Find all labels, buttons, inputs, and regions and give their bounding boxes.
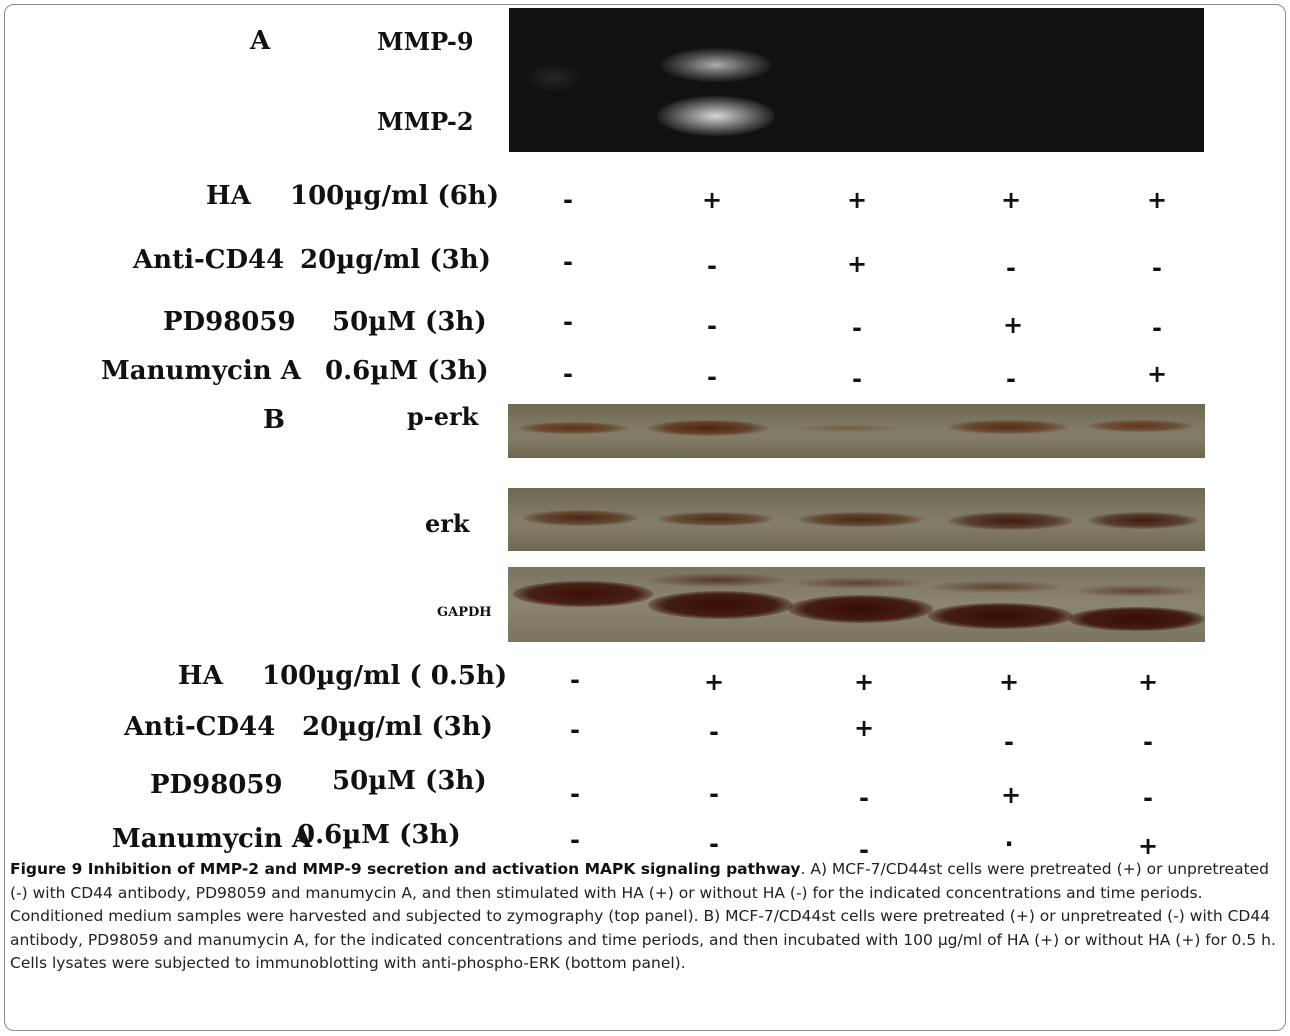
p-erk-band-3 [798, 424, 898, 432]
sign-a-cd44-1: - [563, 248, 573, 276]
blot-label-p-erk: p-erk [407, 402, 479, 431]
condition-b-label-manumycin: Manumycin A [112, 824, 312, 854]
sign-b-ha-5: + [1137, 668, 1159, 696]
sign-b-pd-2: - [709, 780, 719, 808]
condition-b-dose-anti-cd44: 20µg/ml (3h) [302, 712, 493, 742]
sign-b-cd44-1: - [570, 716, 580, 744]
condition-dose-ha: 100µg/ml (6h) [290, 181, 500, 211]
mmp9-band [661, 48, 771, 82]
sign-b-ha-1: - [570, 666, 580, 694]
sign-a-cd44-3: + [846, 250, 868, 278]
gapdh-band-3 [788, 595, 933, 623]
gapdh-band-4 [928, 603, 1073, 629]
condition-label-manumycin: Manumycin A [101, 356, 301, 386]
p-erk-blot [508, 404, 1205, 458]
sign-b-pd-4: + [1000, 781, 1022, 809]
sign-a-ha-4: + [1000, 186, 1022, 214]
condition-dose-manumycin: 0.6µM (3h) [325, 356, 489, 386]
sign-a-pd-4: + [1002, 311, 1024, 339]
sign-a-ha-2: + [701, 186, 723, 214]
sign-b-ha-3: + [853, 668, 875, 696]
condition-b-label-anti-cd44: Anti-CD44 [124, 712, 276, 742]
condition-label-ha: HA [206, 181, 251, 211]
sign-a-pd-1: - [563, 308, 573, 336]
sign-a-man-3: - [852, 365, 862, 393]
panel-a-letter: A [250, 26, 271, 56]
p-erk-band-1 [518, 422, 628, 434]
condition-dose-anti-cd44: 20µg/ml (3h) [300, 245, 491, 275]
gapdh-band-1 [513, 581, 653, 607]
sign-a-man-5: + [1146, 360, 1168, 388]
erk-band-1 [523, 510, 638, 526]
sign-b-ha-4: + [998, 668, 1020, 696]
sign-a-man-1: - [563, 360, 573, 388]
band-label-mmp9: MMP-9 [377, 27, 474, 56]
condition-b-dose-ha: 100µg/ml ( 0.5h) [262, 661, 508, 691]
sign-b-pd-3: - [859, 784, 869, 812]
figure-frame [4, 4, 1286, 1031]
gapdh-band-4-upper [928, 581, 1063, 593]
p-erk-band-5 [1088, 420, 1193, 432]
gapdh-band-3-upper [793, 577, 923, 589]
sign-b-man-1: - [570, 826, 580, 854]
gapdh-band-2-upper [648, 573, 788, 587]
sign-b-cd44-3: + [853, 714, 875, 742]
gapdh-band-5 [1068, 607, 1205, 631]
sign-a-cd44-2: - [707, 252, 717, 280]
sign-a-man-4: - [1006, 365, 1016, 393]
sign-a-pd-5: - [1152, 314, 1162, 342]
band-label-mmp2: MMP-2 [377, 107, 474, 136]
sign-b-man-3: - [859, 836, 869, 864]
sign-a-pd-3: - [852, 314, 862, 342]
condition-b-dose-pd98059: 50µM (3h) [332, 766, 487, 796]
sign-b-cd44-2: - [709, 718, 719, 746]
erk-band-3 [798, 512, 923, 527]
p-erk-band-2 [648, 420, 768, 436]
sign-a-pd-2: - [707, 312, 717, 340]
sign-a-ha-3: + [846, 186, 868, 214]
sign-b-pd-1: - [570, 780, 580, 808]
gapdh-blot [508, 567, 1205, 642]
condition-b-label-ha: HA [178, 661, 223, 691]
condition-label-pd98059: PD98059 [163, 307, 296, 337]
sign-a-cd44-4: - [1006, 254, 1016, 282]
sign-b-man-5: + [1137, 832, 1159, 860]
blot-label-gapdh: GAPDH [437, 605, 492, 620]
sign-a-ha-5: + [1146, 186, 1168, 214]
gapdh-band-2 [648, 591, 793, 619]
sign-b-man-4: . [1004, 824, 1014, 852]
sign-a-man-2: - [707, 363, 717, 391]
erk-blot [508, 488, 1205, 551]
caption-text: . A) MCF-7/CD44st cells were pretreated … [10, 860, 1276, 972]
erk-band-2 [658, 512, 773, 526]
zymography-blot [509, 8, 1204, 152]
sign-b-cd44-5: - [1143, 728, 1153, 756]
erk-band-5 [1088, 512, 1198, 529]
sign-a-ha-1: - [563, 186, 573, 214]
panel-b-letter: B [263, 405, 285, 435]
caption-title: Figure 9 Inhibition of MMP-2 and MMP-9 s… [10, 860, 801, 878]
condition-b-dose-manumycin: 0.6µM (3h) [297, 820, 461, 850]
sign-b-cd44-4: - [1004, 728, 1014, 756]
condition-label-anti-cd44: Anti-CD44 [133, 245, 285, 275]
figure-caption: Figure 9 Inhibition of MMP-2 and MMP-9 s… [10, 858, 1278, 976]
gapdh-band-5-upper [1073, 585, 1198, 597]
sign-a-cd44-5: - [1152, 254, 1162, 282]
p-erk-band-4 [948, 420, 1068, 434]
sign-b-man-2: - [709, 830, 719, 858]
erk-band-4 [948, 512, 1073, 530]
sign-b-ha-2: + [703, 668, 725, 696]
condition-b-label-pd98059: PD98059 [150, 770, 283, 800]
blot-label-erk: erk [425, 509, 470, 538]
sign-b-pd-5: - [1143, 784, 1153, 812]
condition-dose-pd98059: 50µM (3h) [332, 307, 487, 337]
mmp2-band [657, 96, 775, 136]
mmp9-band-faint [524, 63, 584, 93]
